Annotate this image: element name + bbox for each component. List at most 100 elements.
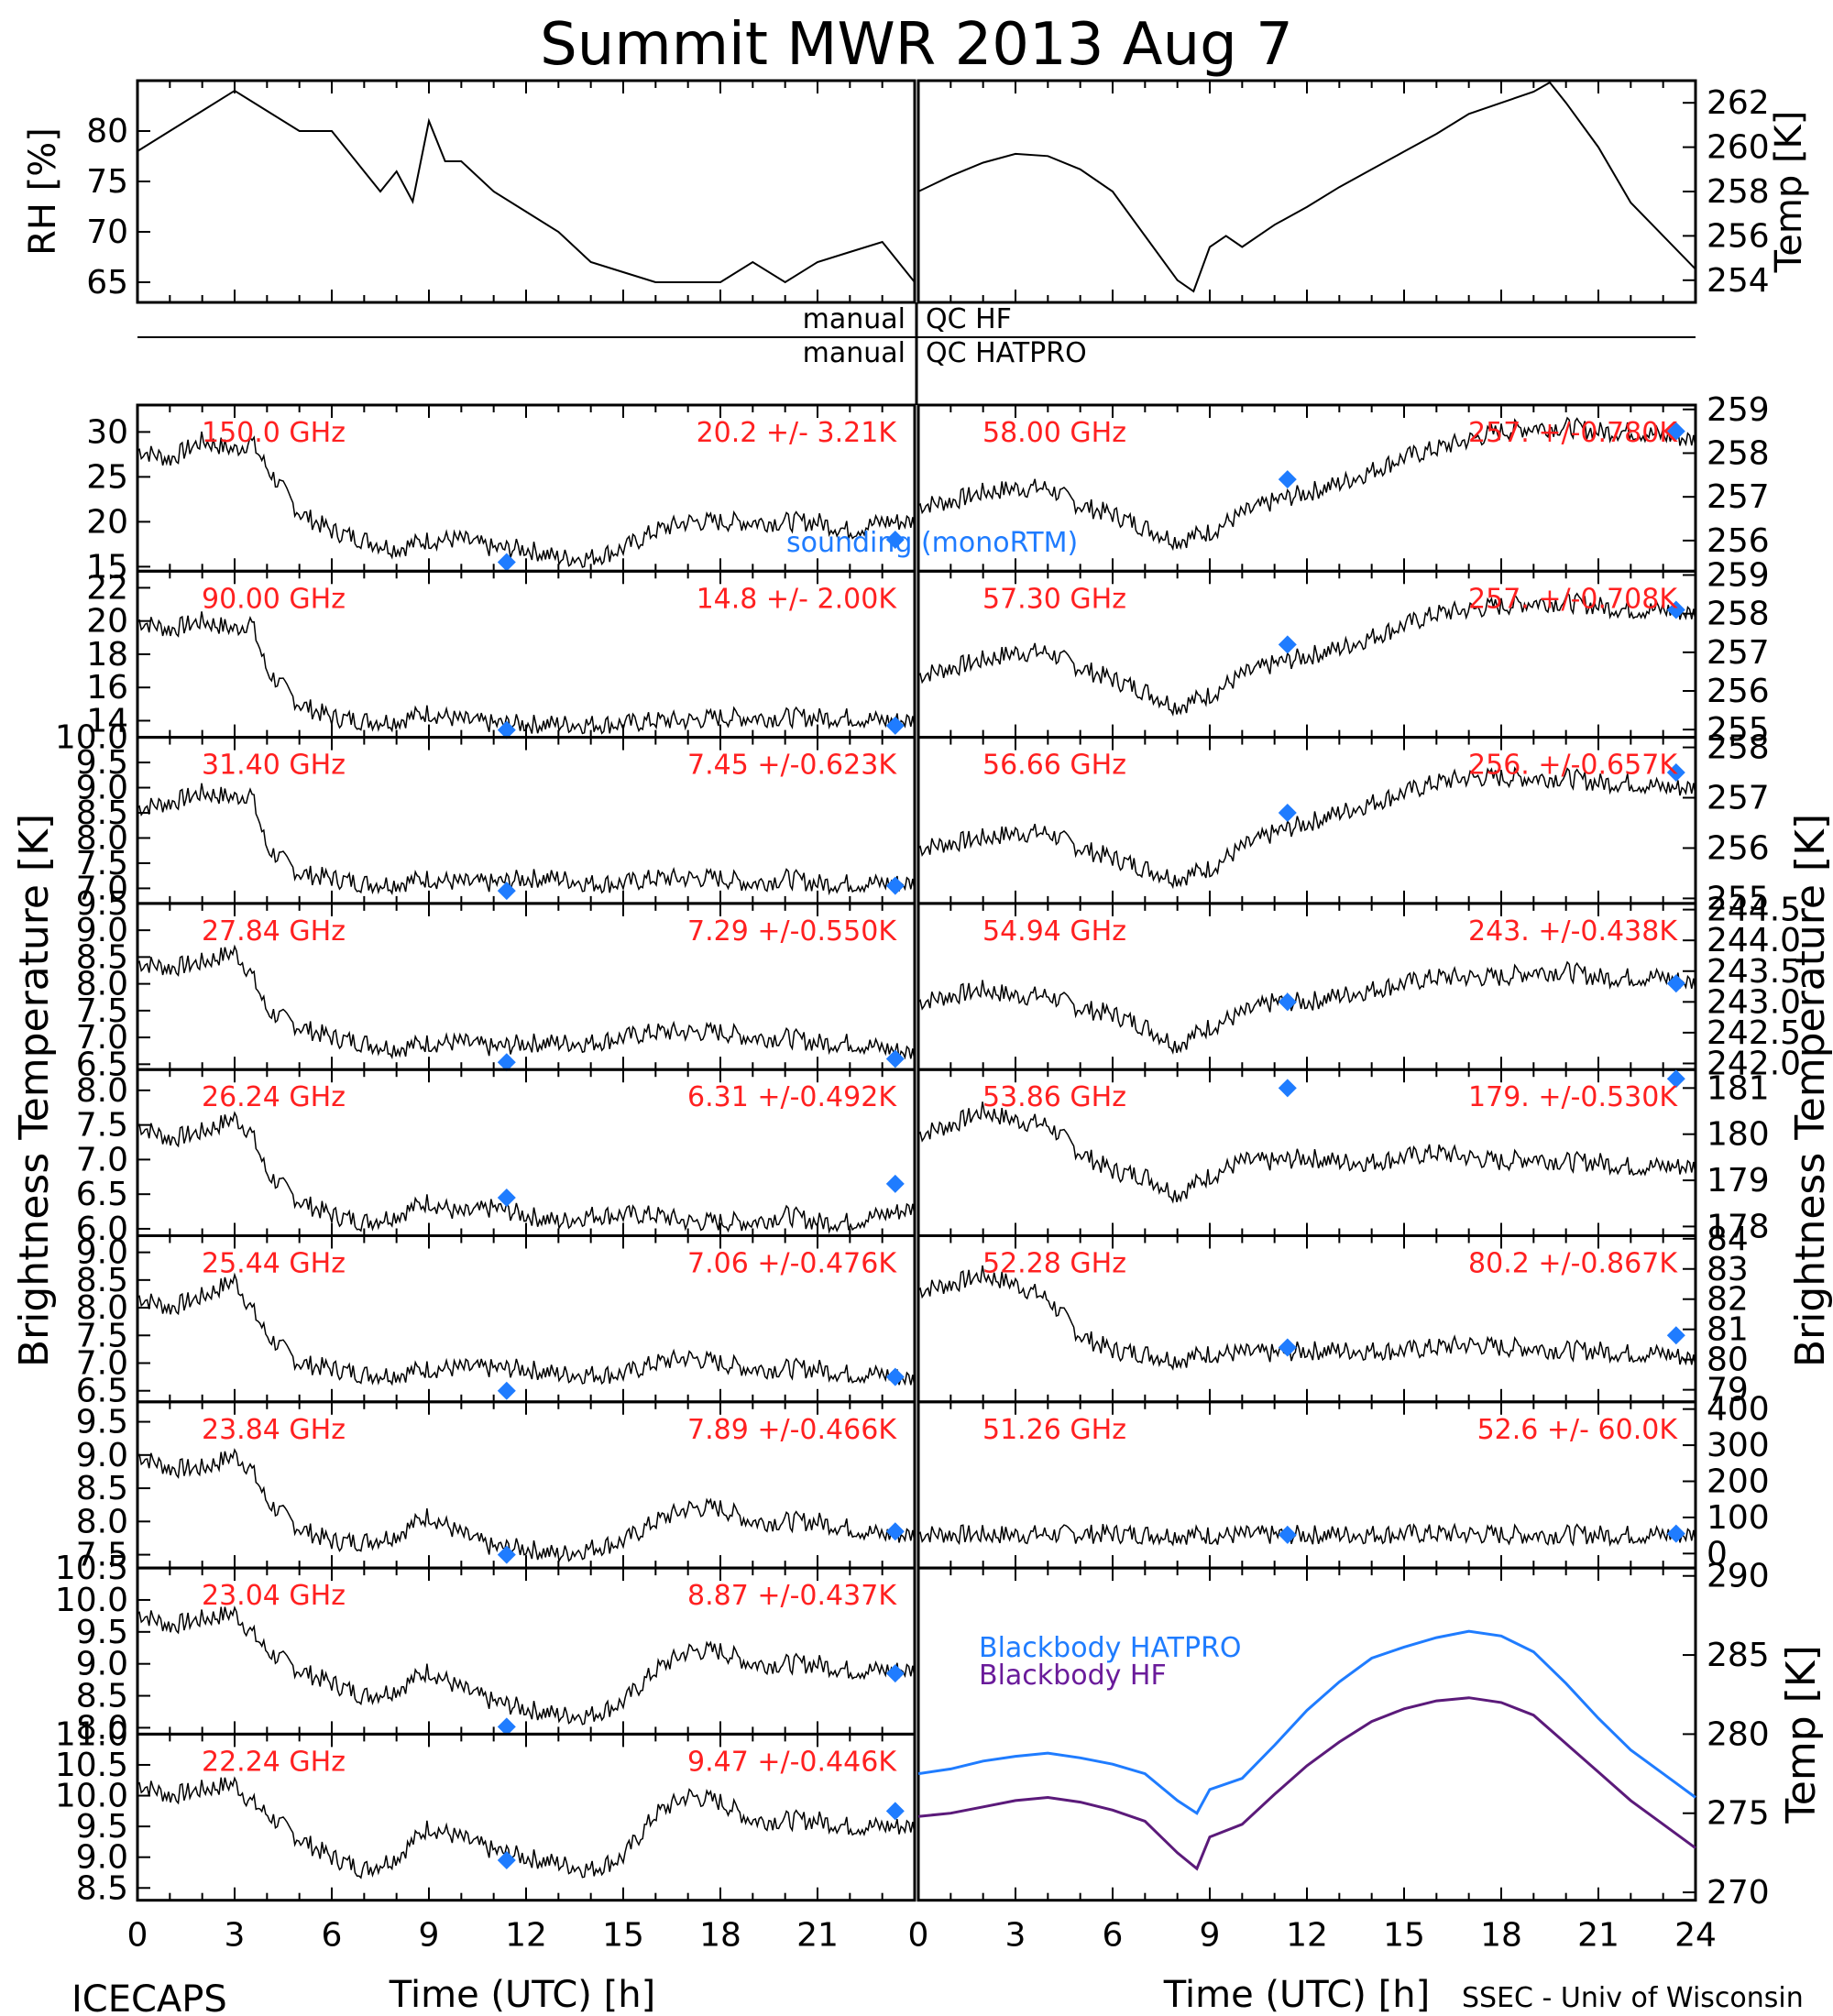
sounding-point-7-1 (885, 1367, 905, 1386)
y-tick-label: 9.0 (76, 770, 128, 807)
right-stat-label-1: 257. +/-0.708K (1468, 583, 1678, 615)
y-tick-label: 255 (1707, 880, 1770, 917)
left-stat-label-7: 8.87 +/-0.437K (687, 1580, 897, 1612)
sounding-point-2-0 (497, 553, 516, 572)
right-stat-label-6: 52.6 +/- 60.0K (1477, 1414, 1679, 1446)
sounding-point-13-0 (1278, 804, 1297, 823)
sounding-point-6-1 (885, 1174, 905, 1193)
y-tick-label: 8.0 (76, 1072, 128, 1110)
y-tick-label: 242.0 (1707, 1045, 1801, 1082)
left-freq-label-5: 25.44 GHz (202, 1248, 346, 1280)
left-freq-label-4: 26.24 GHz (202, 1081, 346, 1113)
y-tick-label: 30 (86, 413, 128, 451)
left-freq-label-3: 27.84 GHz (202, 915, 346, 948)
x-tick-label: 15 (1383, 1917, 1425, 1955)
x-tick-label: 6 (322, 1917, 343, 1955)
right-stat-label-5: 80.2 +/-0.867K (1468, 1248, 1678, 1280)
left-series-line-3 (137, 944, 916, 1062)
y-tick-label: 11.0 (55, 1715, 128, 1753)
rh-series-line (137, 89, 916, 284)
y-tick-label: 8.0 (76, 819, 128, 857)
x-tick-label: 0 (127, 1917, 148, 1955)
right-series-line-2 (917, 766, 1696, 890)
sounding-point-4-0 (497, 882, 516, 901)
temp-series-line (917, 81, 1696, 293)
right-freq-label-0: 58.00 GHz (982, 417, 1126, 449)
x-tick-label: 3 (225, 1917, 246, 1955)
left-stat-label-6: 7.89 +/-0.466K (687, 1414, 897, 1446)
sounding-point-14-1 (1666, 974, 1685, 993)
y-tick-label: 0 (1707, 1535, 1728, 1572)
x-tick-label: 18 (699, 1917, 741, 1955)
sounding-point-13-1 (1666, 763, 1685, 783)
temp-panel-frame (916, 79, 1697, 304)
sounding-point-7-0 (497, 1381, 516, 1400)
x-tick-label: 15 (602, 1917, 644, 1955)
y-tick-label: 242.5 (1707, 1014, 1801, 1052)
left-freq-label-7: 23.04 GHz (202, 1580, 346, 1612)
y-tick-label: 256 (1707, 673, 1770, 710)
y-axis-title-right: Brightness Temperature [K] (1787, 814, 1833, 1367)
y-tick-label: 82 (1707, 1281, 1749, 1319)
temp-axis-label: Temp [K] (1768, 111, 1810, 274)
sounding-point-2-1 (885, 531, 905, 549)
left-stat-label-0: 20.2 +/- 3.21K (697, 417, 898, 449)
blackbody-series-1 (917, 1696, 1696, 1871)
blackbody-legend-1: Blackbody HF (979, 1660, 1167, 1692)
x-tick-label: 6 (1103, 1917, 1124, 1955)
right-series-line-1 (917, 591, 1696, 717)
y-tick-label: 8.5 (76, 1262, 128, 1299)
y-tick-label: 18 (86, 636, 128, 674)
y-tick-label: 259 (1707, 557, 1770, 595)
y-tick-label: 15 (86, 548, 128, 586)
y-tick-label: 7.5 (76, 992, 128, 1030)
right-freq-label-3: 54.94 GHz (982, 915, 1126, 948)
y-tick-label: 9.0 (76, 1437, 128, 1474)
qc-hf-left: manual (803, 303, 906, 335)
sounding-point-17-0 (1278, 1525, 1297, 1544)
y-tick-label: 7.0 (76, 1344, 128, 1382)
sounding-point-3-1 (885, 716, 905, 735)
chart-title: Summit MWR 2013 Aug 7 (540, 11, 1293, 79)
y-tick-label: 7.5 (76, 1537, 128, 1574)
y-tick-label: 8.0 (76, 966, 128, 1003)
y-tick-label: 8.5 (76, 1678, 128, 1715)
y-tick-label: 20 (86, 603, 128, 641)
y-tick-label: 255 (1707, 711, 1770, 749)
sounding-point-10-0 (497, 1851, 516, 1870)
y-tick-label: 16 (86, 669, 128, 707)
y-tick-label: 79 (1707, 1372, 1749, 1409)
rh-axis-label: RH [%] (22, 127, 64, 256)
y-tick-label: 275 (1707, 1795, 1770, 1833)
y-tick-label: 257 (1707, 634, 1770, 672)
right-freq-label-6: 51.26 GHz (982, 1414, 1126, 1446)
y-tick-label: 6.5 (76, 1176, 128, 1213)
left-stat-label-5: 7.06 +/-0.476K (687, 1248, 897, 1280)
sounding-point-6-0 (497, 1188, 516, 1207)
y-tick-label: 254 (1707, 262, 1770, 300)
y-tick-label: 7.0 (76, 1019, 128, 1057)
y-tick-label: 6.5 (76, 1046, 128, 1083)
y-tick-label: 179 (1707, 1162, 1770, 1200)
right-stat-label-0: 257. +/-0.780K (1468, 417, 1678, 449)
y-tick-label: 8.0 (76, 1709, 128, 1747)
left-stat-label-2: 7.45 +/-0.623K (687, 750, 897, 782)
y-tick-label: 256 (1707, 522, 1770, 560)
y-tick-label: 9.0 (76, 1646, 128, 1683)
right-series-line-3 (917, 960, 1696, 1056)
y-tick-label: 290 (1707, 1558, 1770, 1595)
sounding-point-12-0 (1278, 635, 1297, 654)
footer-left: ICECAPS (71, 1978, 227, 2016)
y-tick-label: 10.0 (55, 1778, 128, 1815)
left-series-line-5 (137, 1272, 916, 1388)
y-tick-label: 200 (1707, 1463, 1770, 1501)
sounding-point-5-0 (497, 1053, 516, 1072)
y-tick-label: 8.5 (76, 1470, 128, 1507)
y-tick-label: 256 (1707, 829, 1770, 867)
sounding-point-16-0 (1278, 1338, 1297, 1357)
y-tick-label: 20 (86, 503, 128, 541)
x-tick-label: 3 (1005, 1917, 1026, 1955)
y-tick-label: 84 (1707, 1221, 1749, 1258)
y-tick-label: 243.0 (1707, 983, 1801, 1021)
